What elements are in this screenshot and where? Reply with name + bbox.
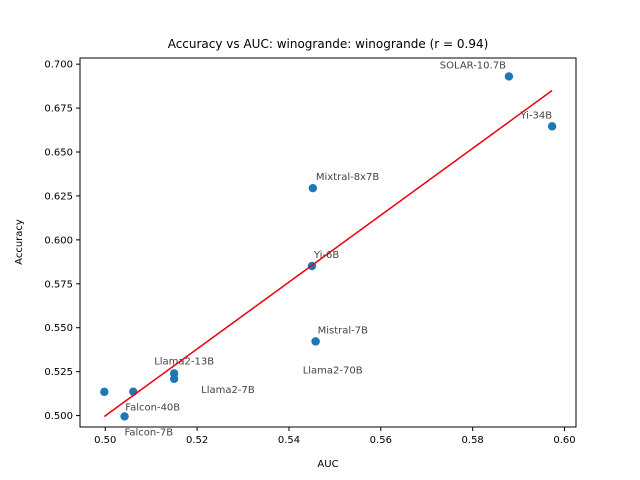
plot-frame <box>79 57 577 428</box>
data-point <box>547 122 557 131</box>
point-label: Falcon-7B <box>125 427 174 438</box>
y-tick-label: 0.675 <box>44 104 73 115</box>
point-label: SOLAR-10.7B <box>440 60 506 71</box>
point-label: Yi-34B <box>519 110 552 121</box>
x-tick-label: 0.60 <box>553 435 575 446</box>
y-tick-label: 0.600 <box>44 235 73 246</box>
x-tick-label: 0.56 <box>370 435 392 446</box>
point-label: Llama2-7B <box>201 385 255 396</box>
point-label: Mixtral-8x7B <box>316 172 380 183</box>
y-tick-label: 0.550 <box>44 323 73 334</box>
y-tick-label: 0.625 <box>44 191 73 202</box>
chart-title: Accuracy vs AUC: winogrande: winogrande … <box>168 37 489 51</box>
point-label: Llama2-70B <box>303 365 363 376</box>
x-tick-label: 0.54 <box>278 435 300 446</box>
x-tick-label: 0.50 <box>94 435 116 446</box>
data-point <box>120 412 129 421</box>
y-tick-label: 0.700 <box>44 60 73 71</box>
x-tick-label: 0.58 <box>462 435 484 446</box>
data-point <box>169 374 179 384</box>
point-label: Mistral-7B <box>318 325 369 336</box>
y-tick-label: 0.525 <box>44 367 73 378</box>
point-label: Yi-6B <box>313 250 340 261</box>
regression-line <box>103 89 553 418</box>
point-label: Llama2-13B <box>154 356 214 367</box>
data-point <box>100 387 109 397</box>
y-axis-label: Accuracy <box>14 219 25 265</box>
x-axis-label: AUC <box>317 459 338 470</box>
data-point <box>504 72 514 81</box>
y-tick-label: 0.500 <box>44 411 73 422</box>
x-tick-label: 0.52 <box>186 435 208 446</box>
y-tick-label: 0.650 <box>44 148 73 159</box>
y-tick-label: 0.575 <box>44 279 73 290</box>
plot-area: Falcon-7B Falcon-40B Llama2-13B Llama2-7B Yi… <box>100 60 557 438</box>
point-label: Falcon-40B <box>125 403 180 414</box>
data-point <box>311 337 320 346</box>
data-point <box>308 184 318 193</box>
